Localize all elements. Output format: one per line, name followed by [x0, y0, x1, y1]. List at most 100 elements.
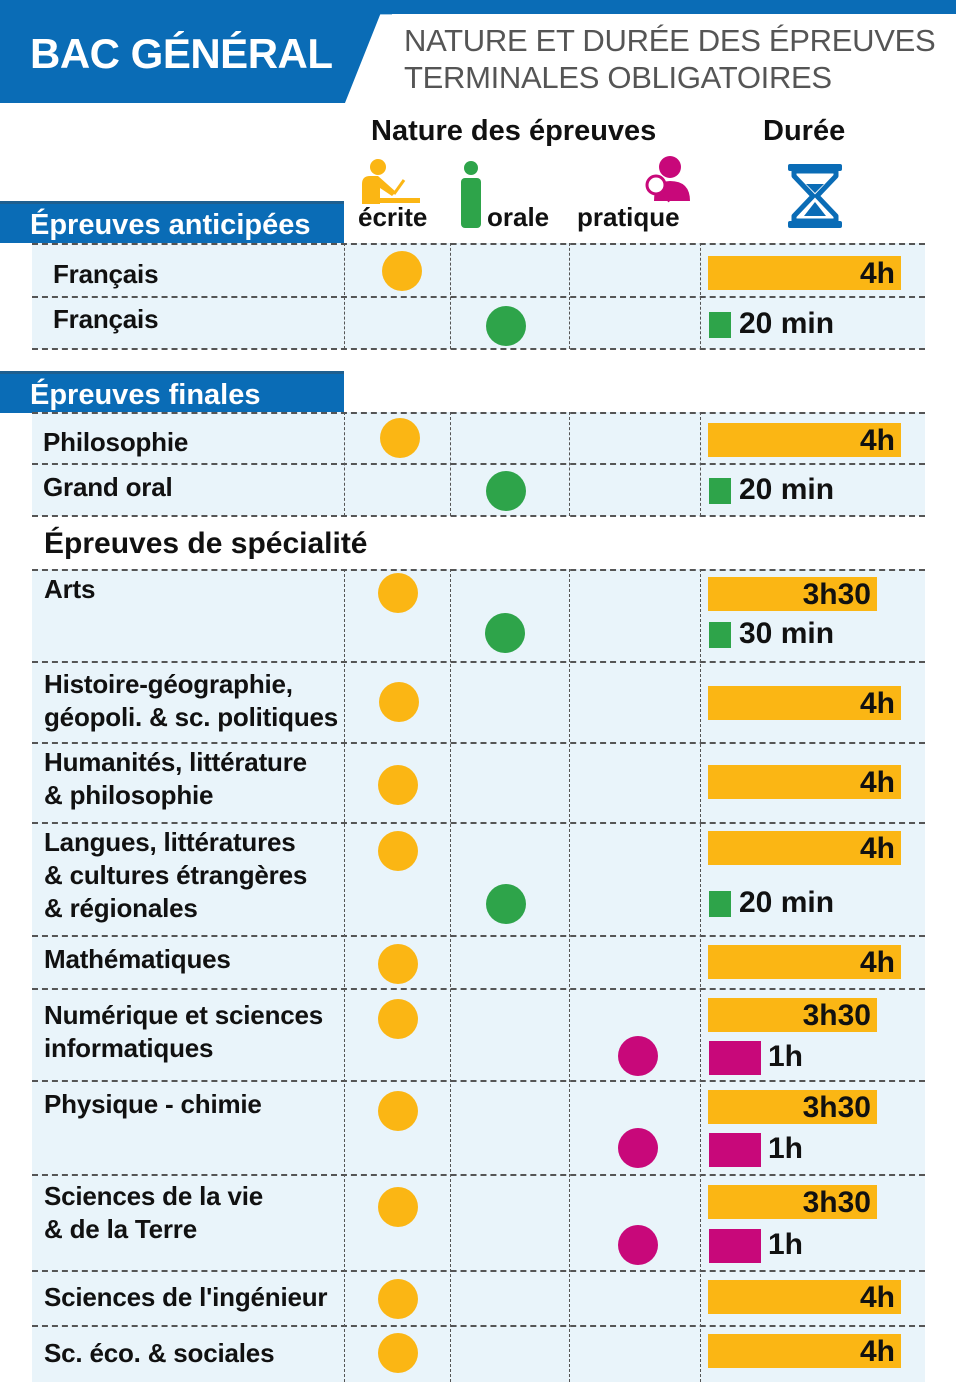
divider: [32, 935, 925, 937]
column-divider: [450, 243, 451, 349]
duration-bar-ecrite: 4h: [708, 686, 901, 720]
row-label-ses: Sc. éco. & sociales: [44, 1338, 275, 1368]
row-label-nsi: Numérique et sciences informatiques: [44, 999, 323, 1065]
duration-marker-pratique: [709, 1133, 761, 1167]
duration-marker-orale: [709, 312, 731, 338]
duration-text: 30 min: [739, 617, 835, 650]
duration-text: 1h: [768, 1040, 804, 1073]
row-label-philosophie: Philosophie: [43, 427, 189, 457]
row-label-langues: Langues, littératures & cultures étrangè…: [44, 826, 307, 925]
legend-ecrite: écrite: [358, 202, 428, 232]
duration-text: 20 min: [739, 886, 835, 919]
ecrite-dot: [378, 1279, 418, 1319]
label-line: Sciences de la vie: [44, 1181, 263, 1211]
column-divider: [569, 243, 570, 349]
duration-bar-ecrite: 4h: [708, 945, 901, 979]
nature-column-header: Nature des épreuves: [371, 115, 657, 147]
person-magnifier-icon: [645, 156, 690, 203]
duration-bar-ecrite: 4h: [708, 423, 901, 457]
writing-person-icon: [362, 159, 420, 204]
divider: [32, 1174, 925, 1176]
ecrite-dot: [378, 1091, 418, 1131]
ecrite-dot: [378, 1333, 418, 1373]
duree-column-header: Durée: [763, 115, 846, 147]
ecrite-dot: [380, 418, 420, 458]
column-divider: [569, 412, 570, 516]
duration-text: 20 min: [739, 307, 835, 340]
label-line: Histoire-géographie,: [44, 669, 293, 699]
column-divider: [450, 569, 451, 1382]
orale-dot: [486, 471, 526, 511]
label-line: & cultures étrangères: [44, 860, 308, 890]
column-divider: [700, 243, 701, 349]
label-line: & de la Terre: [44, 1214, 197, 1244]
divider: [32, 742, 925, 744]
row-label-humanites: Humanités, littérature & philosophie: [44, 746, 307, 812]
column-divider: [344, 243, 345, 349]
divider: [32, 822, 925, 824]
column-divider: [700, 569, 701, 1382]
duration-bar-ecrite: 4h: [708, 1280, 901, 1314]
page-subtitle: NATURE ET DURÉE DES ÉPREUVES TERMINALES …: [404, 22, 936, 96]
ecrite-dot: [379, 682, 419, 722]
divider: [32, 569, 925, 571]
pratique-dot: [618, 1036, 658, 1076]
title-banner: [0, 0, 392, 103]
column-divider: [344, 569, 345, 1382]
row-label-physique-chimie: Physique - chimie: [44, 1089, 262, 1119]
duration-text: 20 min: [739, 473, 835, 506]
label-line: Humanités, littérature: [44, 747, 307, 777]
ecrite-dot: [378, 944, 418, 984]
hourglass-icon: [788, 164, 842, 228]
divider: [32, 988, 925, 990]
divider: [32, 348, 925, 350]
column-divider: [450, 412, 451, 516]
duration-text: 1h: [768, 1228, 804, 1261]
row-label-arts: Arts: [44, 574, 96, 604]
row-label-svt: Sciences de la vie & de la Terre: [44, 1180, 263, 1246]
ecrite-dot: [378, 573, 418, 613]
row-label-francais-ecrit: Français: [53, 259, 159, 289]
ecrite-dot: [378, 831, 418, 871]
divider: [32, 515, 925, 517]
label-line: Langues, littératures: [44, 827, 296, 857]
label-line: géopoli. & sc. politiques: [44, 702, 339, 732]
duration-marker-orale: [709, 891, 731, 917]
column-divider: [569, 569, 570, 1382]
divider: [32, 463, 925, 465]
duration-bar-ecrite: 4h: [708, 831, 901, 865]
standing-person-icon: [461, 161, 481, 228]
orale-dot: [485, 613, 525, 653]
label-line: & philosophie: [44, 780, 214, 810]
ecrite-dot: [378, 999, 418, 1039]
subtitle-line-2: TERMINALES OBLIGATOIRES: [404, 60, 832, 95]
divider: [32, 296, 925, 298]
row-label-grand-oral: Grand oral: [43, 472, 173, 502]
row-label-sciences-ingenieur: Sciences de l'ingénieur: [44, 1282, 328, 1312]
ecrite-dot: [378, 765, 418, 805]
row-label-histoire-geo: Histoire-géographie, géopoli. & sc. poli…: [44, 668, 338, 734]
row-label-francais-oral: Français: [53, 304, 159, 334]
subtitle-line-1: NATURE ET DURÉE DES ÉPREUVES: [404, 23, 936, 58]
duration-marker-orale: [709, 478, 731, 504]
divider: [32, 1080, 925, 1082]
duration-marker-orale: [709, 622, 731, 648]
duration-bar-ecrite: 4h: [708, 256, 901, 290]
legend-orale: orale: [487, 202, 550, 232]
section-specialite-header: Épreuves de spécialité: [44, 527, 368, 560]
ecrite-dot: [378, 1187, 418, 1227]
label-line: Numérique et sciences: [44, 1000, 324, 1030]
duration-bar-ecrite: 3h30: [708, 1090, 877, 1124]
divider: [32, 1270, 925, 1272]
divider: [32, 661, 925, 663]
divider: [32, 243, 925, 245]
duration-bar-ecrite: 3h30: [708, 998, 877, 1032]
section-anticipees-header: Épreuves anticipées: [0, 201, 344, 243]
column-divider: [700, 412, 701, 516]
orale-dot: [486, 306, 526, 346]
duration-bar-ecrite: 4h: [708, 765, 901, 799]
duration-marker-pratique: [709, 1041, 761, 1075]
label-line: & régionales: [44, 893, 198, 923]
duration-bar-ecrite: 3h30: [708, 577, 877, 611]
column-divider: [344, 412, 345, 516]
